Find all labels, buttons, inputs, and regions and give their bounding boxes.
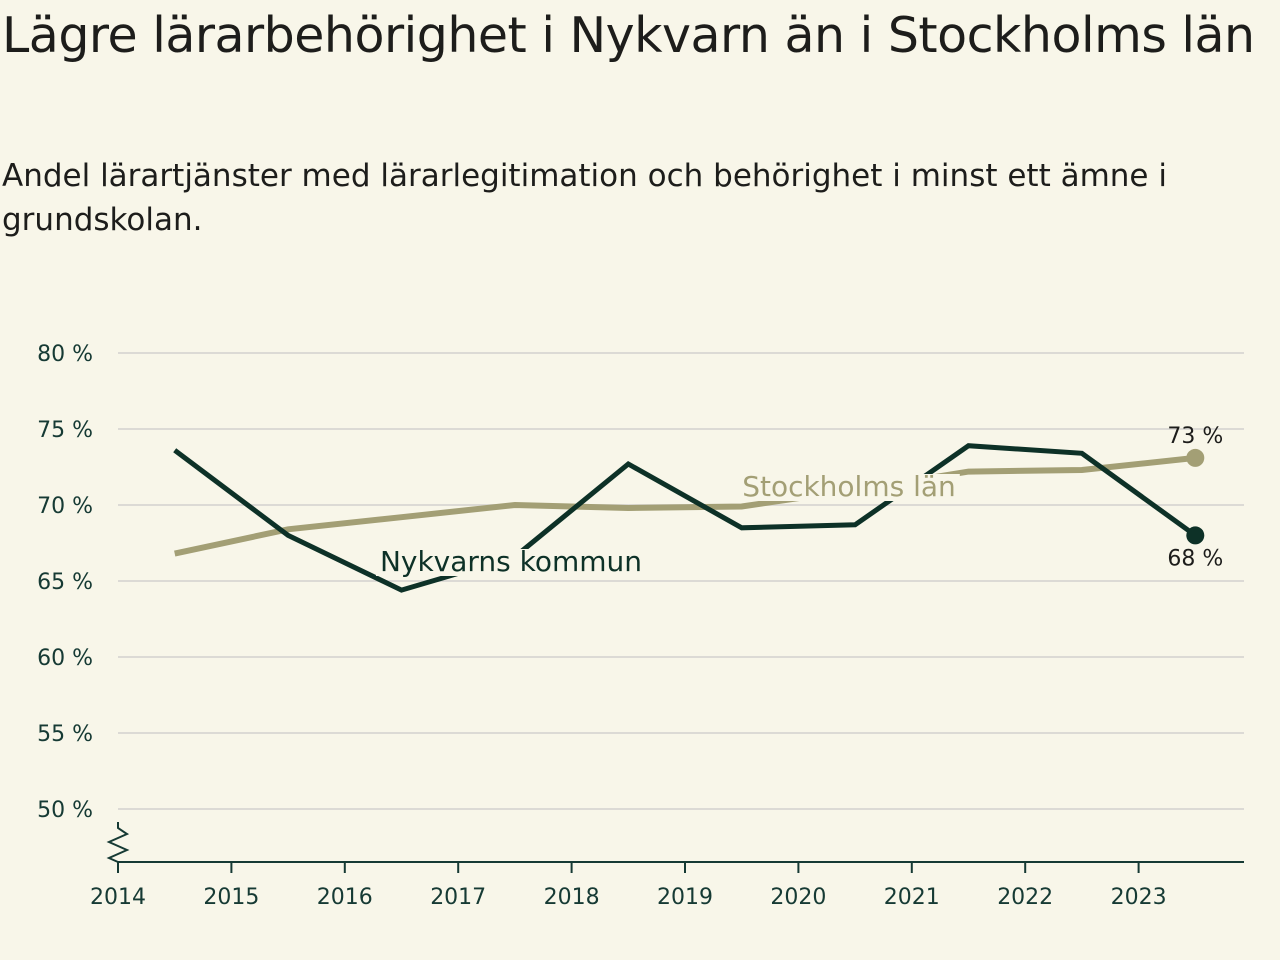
y-tick-label: 60 % <box>37 646 93 671</box>
y-tick-label: 80 % <box>37 342 93 367</box>
series-label-background <box>738 474 960 501</box>
series-label-nykvarn: Nykvarns kommun <box>380 545 642 578</box>
series-labels: 73 % 68 % Stockholms län Nykvarns kommun <box>375 424 1223 578</box>
y-tick-label: 65 % <box>37 570 93 595</box>
chart-title: Lägre lärarbehörighet i Nykvarn än i Sto… <box>2 7 1255 64</box>
end-value-label-nykvarn: 68 % <box>1167 546 1223 571</box>
x-tick-label: 2020 <box>770 885 826 910</box>
chart-subtitle: Andel lärartjänster med lärarlegitimatio… <box>2 158 1167 238</box>
x-tick-label: 2016 <box>317 885 373 910</box>
series-lines <box>173 443 1205 593</box>
y-tick-label: 55 % <box>37 722 93 747</box>
x-tick-label: 2015 <box>203 885 259 910</box>
x-tick-label: 2022 <box>997 885 1053 910</box>
x-axis: 2014 2015 2016 2017 2018 2019 2020 2021 2022 2023 <box>90 822 1244 910</box>
series-line-nykvarn <box>173 443 1197 593</box>
series-line-stockholm <box>174 454 1196 557</box>
end-point-nykvarn <box>1186 526 1205 545</box>
end-point-stockholm <box>1186 448 1205 467</box>
y-tick-label: 75 % <box>37 418 93 443</box>
axis-break-marker <box>106 822 130 863</box>
x-tick-label: 2023 <box>1111 885 1167 910</box>
series-label-stockholm: Stockholms län <box>742 470 956 503</box>
y-axis-ticks: 80 % 75 % 70 % 65 % 60 % 55 % 50 % <box>37 342 93 823</box>
x-tick-label: 2018 <box>544 885 600 910</box>
x-tick-label: 2017 <box>430 885 486 910</box>
x-tick-label: 2019 <box>657 885 713 910</box>
series-label-background <box>375 549 647 576</box>
y-tick-label: 50 % <box>37 798 93 823</box>
end-value-label-stockholm: 73 % <box>1167 424 1223 449</box>
x-tick-label: 2014 <box>90 885 146 910</box>
x-tick-label: 2021 <box>884 885 940 910</box>
gridlines <box>118 352 1244 810</box>
y-tick-label: 70 % <box>37 494 93 519</box>
